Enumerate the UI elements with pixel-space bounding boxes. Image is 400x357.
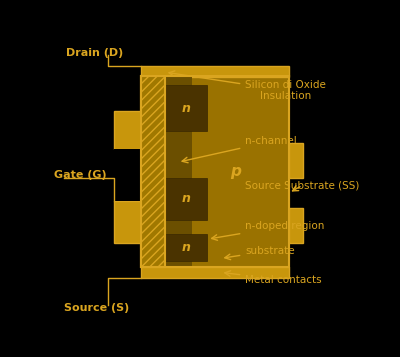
Text: p: p <box>230 164 242 179</box>
Bar <box>165 85 207 131</box>
Bar <box>142 76 289 267</box>
Text: n-doped region: n-doped region <box>212 221 325 240</box>
Bar <box>142 76 289 267</box>
Bar <box>165 234 207 261</box>
Bar <box>165 177 207 220</box>
Text: n-channel: n-channel <box>182 136 297 163</box>
Text: Source Substrate (SS): Source Substrate (SS) <box>245 180 360 191</box>
Text: Drain (D): Drain (D) <box>66 48 123 58</box>
Bar <box>142 66 289 77</box>
Text: n: n <box>182 241 190 254</box>
Text: Silicon di Oxide
Insulation: Silicon di Oxide Insulation <box>169 71 326 101</box>
Bar <box>142 267 289 278</box>
Text: n: n <box>182 102 190 115</box>
Text: Source (S): Source (S) <box>64 303 129 313</box>
Text: substrate: substrate <box>225 246 295 260</box>
Text: Gate (G): Gate (G) <box>54 170 106 180</box>
Bar <box>165 76 192 267</box>
Text: n: n <box>182 192 190 205</box>
Bar <box>114 149 142 201</box>
Bar <box>289 143 303 177</box>
Bar <box>142 76 165 267</box>
Bar <box>165 76 289 267</box>
Bar <box>289 208 303 243</box>
Bar <box>114 201 142 243</box>
Text: Metal contacts: Metal contacts <box>225 271 322 285</box>
Bar <box>114 111 142 149</box>
